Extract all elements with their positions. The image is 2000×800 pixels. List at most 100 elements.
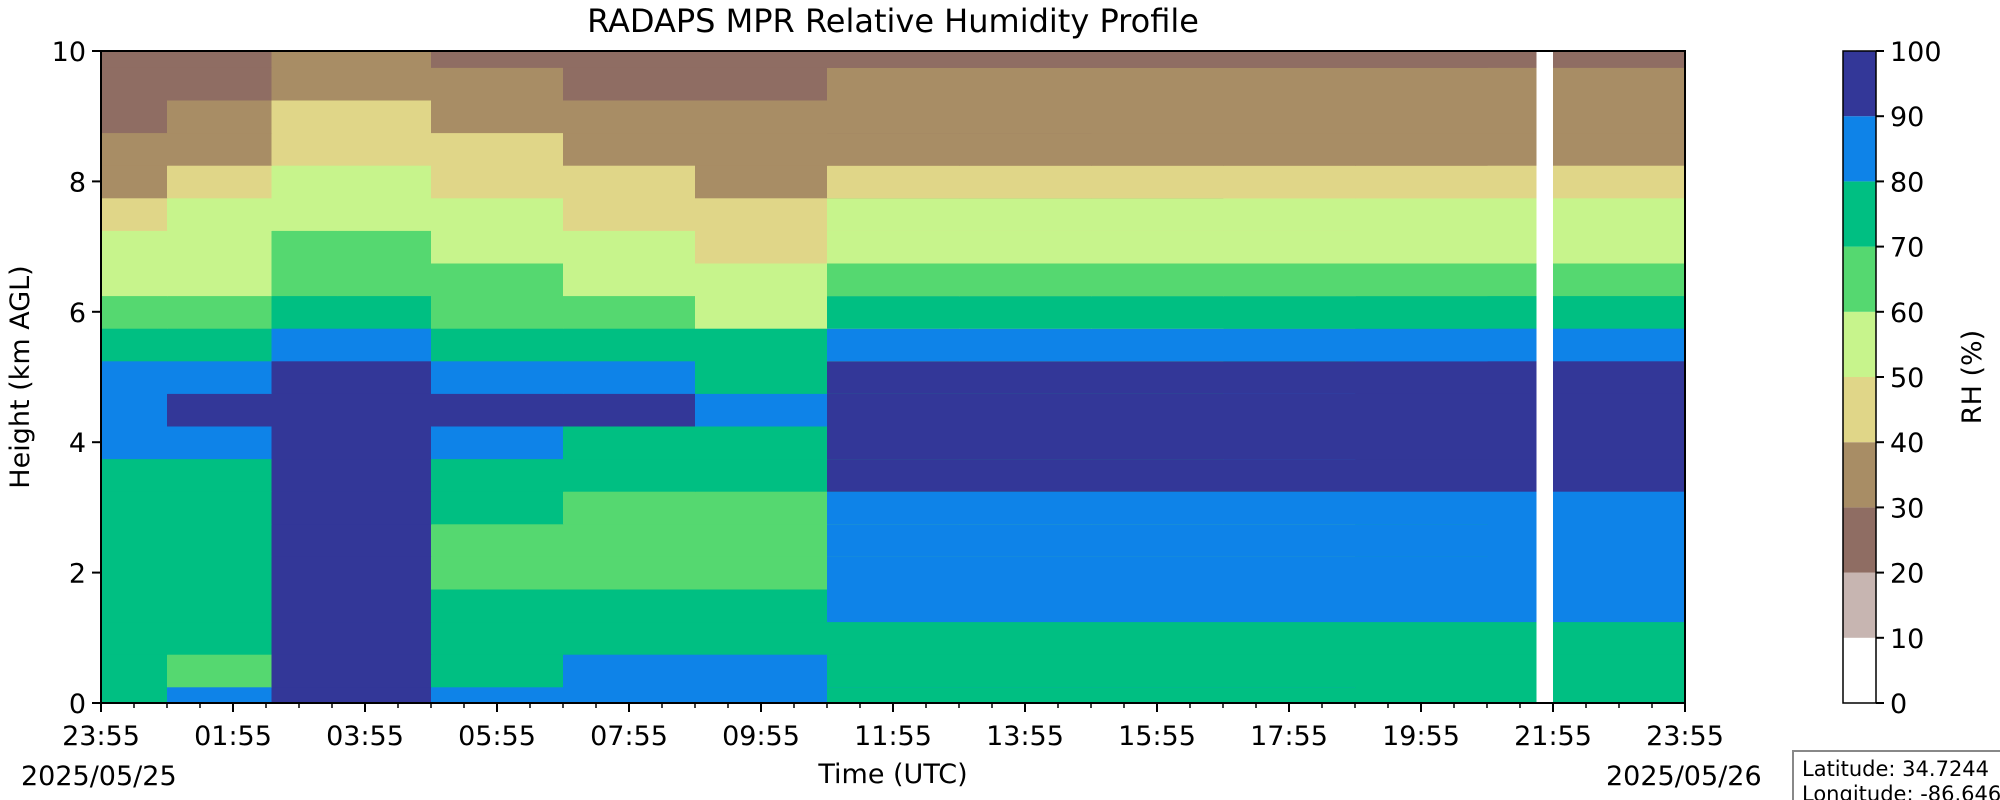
heatmap-cell — [431, 51, 564, 68]
heatmap-cell — [167, 556, 273, 590]
heatmap-cell — [431, 588, 564, 623]
heatmap-cell — [563, 686, 696, 704]
heatmap-cell — [695, 556, 828, 590]
heatmap-cell — [695, 621, 828, 655]
heatmap-cell — [563, 132, 696, 166]
heatmap-cell — [167, 165, 273, 199]
heatmap-cell — [101, 165, 168, 199]
x-tick-label: 13:55 — [986, 721, 1064, 752]
location-info-box: Latitude: 34.7244 Longitude: -86.6465 — [1792, 750, 2000, 800]
heatmap-cell — [101, 360, 168, 394]
heatmap-cell — [101, 197, 168, 231]
heatmap-cell — [167, 262, 273, 297]
heatmap-cell — [431, 556, 564, 590]
heatmap-cell — [563, 393, 696, 427]
y-tick-label: 4 — [69, 428, 86, 459]
heatmap-cell — [431, 295, 564, 329]
heatmap-cell — [431, 621, 564, 655]
heatmap-cell — [827, 556, 1686, 590]
heatmap-cell — [563, 67, 696, 101]
heatmap-cell — [431, 230, 564, 264]
heatmap-cell — [337, 360, 432, 394]
heatmap-cell — [695, 197, 828, 231]
x-tick-label: 01:55 — [194, 721, 272, 752]
heatmap-cell — [167, 99, 273, 134]
heatmap-cell — [271, 295, 339, 329]
heatmap-cell — [101, 654, 168, 688]
longitude-text: Longitude: -86.6465 — [1802, 782, 2000, 800]
heatmap-cell — [271, 230, 339, 264]
colorbar-swatch — [1843, 51, 1876, 117]
heatmap-cell — [563, 556, 696, 590]
heatmap-cell — [271, 165, 339, 199]
heatmap-cell — [695, 523, 828, 557]
heatmap-cell — [101, 686, 168, 704]
x-axis: 23:55 01:55 03:55 05:55 07:55 09:55 11:55 13:55… — [62, 703, 1724, 752]
heatmap-cell — [337, 132, 432, 166]
x-tick-label: 09:55 — [722, 721, 800, 752]
heatmap-cell — [827, 686, 1686, 704]
plot-area — [100, 50, 1686, 704]
heatmap-cell — [167, 67, 273, 101]
heatmap-cell — [695, 328, 828, 362]
heatmap-cell — [167, 523, 273, 557]
heatmap-cell — [563, 262, 696, 297]
heatmap-cell — [167, 425, 273, 460]
heatmap-cell — [827, 425, 1686, 460]
heatmap-cell — [167, 621, 273, 655]
heatmap-cell — [431, 360, 564, 394]
heatmap-cell — [337, 621, 432, 655]
colorbar-tick-label: 70 — [1890, 233, 1924, 264]
colorbar-swatch — [1843, 246, 1876, 312]
heatmap-cell — [827, 132, 1686, 166]
heatmap-cell — [167, 295, 273, 329]
heatmap-cell — [101, 230, 168, 264]
heatmap-cell — [563, 230, 696, 264]
heatmap-cell — [563, 523, 696, 557]
heatmap-cell — [101, 262, 168, 297]
heatmap-cells — [101, 51, 1686, 704]
heatmap-cell — [337, 295, 432, 329]
heatmap-cell — [101, 67, 168, 101]
heatmap-cell — [101, 523, 168, 557]
heatmap-cell — [101, 132, 168, 166]
heatmap-cell — [431, 491, 564, 525]
heatmap-cell — [337, 165, 432, 199]
colorbar-tick-label: 10 — [1890, 624, 1924, 655]
colorbar-swatch — [1843, 442, 1876, 508]
colorbar-tick-label: 100 — [1890, 37, 1942, 68]
heatmap-cell — [101, 556, 168, 590]
heatmap-cell — [101, 328, 168, 362]
y-tick-label: 8 — [69, 167, 86, 198]
colorbar-swatch — [1843, 572, 1876, 638]
heatmap-cell — [695, 165, 828, 199]
heatmap-cell — [695, 458, 828, 492]
heatmap-cell — [827, 523, 1686, 557]
heatmap-cell — [827, 458, 1686, 492]
heatmap-cell — [695, 491, 828, 525]
heatmap-cell — [827, 621, 1686, 655]
x-tick-label: 23:55 — [62, 721, 140, 752]
heatmap-cell — [563, 328, 696, 362]
x-tick-label: 03:55 — [326, 721, 404, 752]
heatmap-cell — [695, 686, 828, 704]
heatmap-cell — [337, 556, 432, 590]
heatmap-cell — [563, 588, 696, 623]
heatmap-cell — [695, 654, 828, 688]
heatmap-cell — [167, 197, 273, 231]
heatmap-cell — [337, 230, 432, 264]
heatmap-cell — [563, 197, 696, 231]
y-tick-label: 2 — [69, 559, 86, 590]
heatmap-cell — [431, 99, 564, 134]
x-tick-label: 15:55 — [1118, 721, 1196, 752]
heatmap-cell — [827, 588, 1686, 623]
heatmap-cell — [337, 654, 432, 688]
heatmap-cell — [167, 458, 273, 492]
heatmap-cell — [827, 295, 1686, 329]
colorbar-swatch — [1843, 181, 1876, 247]
heatmap-cell — [827, 328, 1686, 362]
y-tick-label: 0 — [69, 689, 86, 720]
missing-data-band — [1536, 51, 1553, 703]
heatmap-cell — [695, 425, 828, 460]
x-tick-label: 21:55 — [1514, 721, 1592, 752]
